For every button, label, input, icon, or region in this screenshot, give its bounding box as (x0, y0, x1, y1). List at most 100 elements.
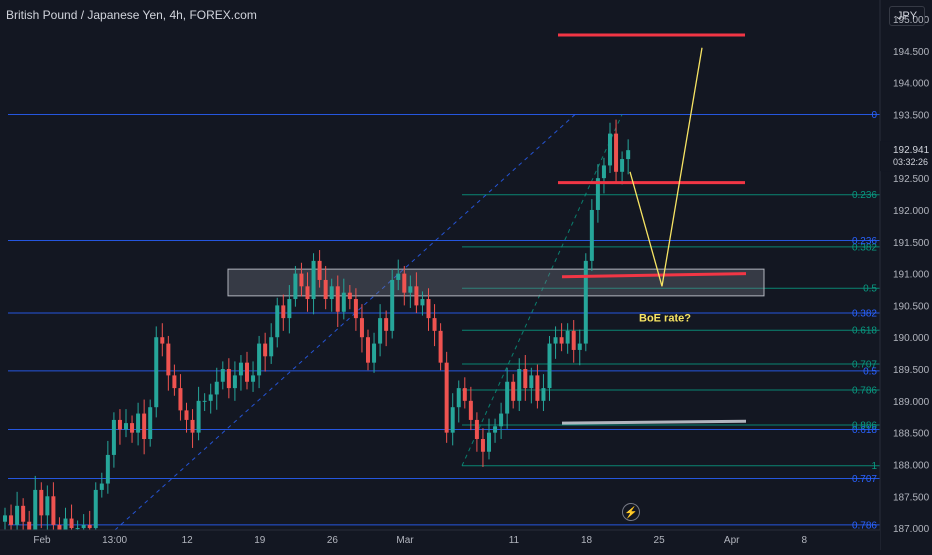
candle-body[interactable] (408, 286, 413, 293)
candle-body[interactable] (184, 410, 189, 420)
low-support-line[interactable] (561, 419, 747, 425)
candle-body[interactable] (39, 489, 44, 516)
candle-body[interactable] (608, 133, 612, 166)
candle-body[interactable] (257, 343, 262, 376)
candle-body[interactable] (438, 330, 443, 363)
candle-body[interactable] (251, 375, 256, 382)
candle-body[interactable] (293, 273, 298, 300)
candle-body[interactable] (414, 286, 419, 306)
candle-body[interactable] (541, 388, 546, 401)
candle-body[interactable] (238, 362, 243, 376)
candle-body[interactable] (136, 413, 141, 433)
candle-body[interactable] (390, 279, 395, 331)
candle-body[interactable] (456, 388, 461, 408)
time-axis-panel[interactable] (0, 530, 880, 550)
candle-body[interactable] (226, 369, 231, 389)
candle-body[interactable] (245, 362, 249, 382)
candle-body[interactable] (577, 343, 582, 350)
candle-body[interactable] (432, 318, 437, 331)
candle-body[interactable] (75, 528, 80, 530)
candle-body[interactable] (614, 133, 619, 172)
candle-body[interactable] (565, 330, 570, 344)
candle-body[interactable] (57, 524, 62, 532)
candle-body[interactable] (269, 337, 274, 357)
candle-body[interactable] (372, 343, 377, 363)
candle-body[interactable] (487, 432, 491, 452)
candle-body[interactable] (63, 518, 68, 532)
candle-body[interactable] (87, 524, 92, 529)
candle-body[interactable] (450, 407, 455, 433)
candle-body[interactable] (220, 369, 225, 382)
candle-body[interactable] (232, 375, 237, 389)
support-line[interactable] (561, 272, 747, 279)
candle-body[interactable] (589, 209, 594, 261)
candle-body[interactable] (499, 413, 504, 427)
candle-body[interactable] (523, 369, 528, 389)
candle-body[interactable] (287, 299, 292, 319)
candle-body[interactable] (208, 394, 213, 401)
candle-body[interactable] (9, 515, 14, 525)
candle-body[interactable] (99, 483, 104, 490)
candle-body[interactable] (353, 299, 358, 319)
candle-body[interactable] (263, 343, 268, 357)
candle-body[interactable] (311, 260, 316, 300)
candle-body[interactable] (420, 299, 425, 306)
candle-body[interactable] (142, 413, 147, 440)
candle-body[interactable] (480, 439, 485, 452)
candle-body[interactable] (462, 388, 467, 401)
candle-body[interactable] (583, 260, 588, 344)
candle-body[interactable] (426, 299, 431, 319)
candle-body[interactable] (33, 489, 38, 532)
candle-body[interactable] (529, 375, 534, 389)
fib-trend-line[interactable] (461, 114, 623, 466)
candle-body[interactable] (347, 292, 352, 300)
candle-body[interactable] (117, 419, 122, 430)
candle-body[interactable] (359, 318, 364, 338)
candle-body[interactable] (154, 337, 159, 408)
candle-body[interactable] (305, 286, 310, 300)
candle-body[interactable] (553, 337, 558, 344)
candle-body[interactable] (281, 305, 286, 319)
candle-body[interactable] (45, 496, 50, 516)
candle-body[interactable] (214, 381, 219, 395)
candle-body[interactable] (493, 426, 498, 433)
candle-body[interactable] (111, 419, 116, 455)
candle-body[interactable] (148, 407, 153, 440)
currency-button[interactable]: JPY (889, 6, 925, 26)
candle-body[interactable] (166, 343, 171, 376)
candle-body[interactable] (402, 273, 407, 293)
candle-body[interactable] (93, 489, 98, 529)
candle-body[interactable] (124, 423, 128, 430)
candle-body[interactable] (595, 178, 600, 210)
candle-body[interactable] (15, 505, 20, 525)
candle-body[interactable] (517, 369, 522, 401)
candle-body[interactable] (190, 419, 195, 433)
candle-body[interactable] (317, 260, 322, 280)
candle-body[interactable] (571, 330, 576, 350)
projection-path[interactable] (629, 47, 703, 287)
candle-body[interactable] (51, 496, 56, 525)
lightning-icon[interactable]: ⚡ (622, 503, 640, 521)
candle-body[interactable] (505, 381, 510, 414)
candle-body[interactable] (160, 337, 165, 344)
candle-body[interactable] (299, 273, 304, 287)
candle-body[interactable] (535, 375, 540, 401)
candle-body[interactable] (323, 279, 328, 300)
candle-body[interactable] (601, 165, 606, 179)
candle-body[interactable] (559, 337, 564, 344)
candle-body[interactable] (366, 337, 370, 363)
candle-body[interactable] (329, 286, 334, 300)
candle-body[interactable] (27, 521, 32, 532)
candle-body[interactable] (202, 400, 207, 402)
candle-body[interactable] (384, 318, 389, 331)
candle-body[interactable] (468, 400, 473, 420)
price-scale-panel[interactable] (880, 0, 932, 550)
candle-body[interactable] (396, 273, 401, 280)
candle-body[interactable] (172, 375, 177, 389)
fib-trend-line[interactable] (114, 114, 576, 531)
candle-body[interactable] (130, 423, 135, 433)
candle-body[interactable] (378, 318, 383, 344)
candle-body[interactable] (341, 292, 346, 312)
